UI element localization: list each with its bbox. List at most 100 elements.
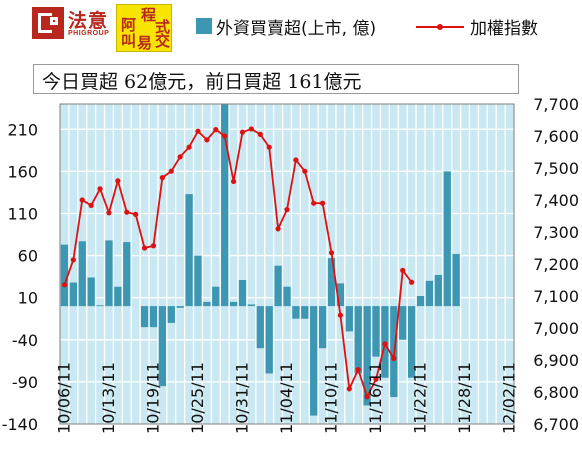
bar [310,306,318,416]
index-point [79,197,85,203]
y-right-tick-label: 7,300 [533,223,579,242]
y-right-tick-label: 7,100 [533,287,579,306]
y-left-tick-label: 210 [7,120,38,139]
x-tick-label: 10/19/11 [143,362,162,434]
y-right-tick-label: 7,000 [533,319,579,338]
y-right-tick-label: 6,800 [533,383,579,402]
y-right-tick-label: 6,700 [533,415,579,434]
subtitle-text: 今日買超 62億元，前日買超 161億元 [42,71,362,93]
y-right-tick-label: 7,400 [533,191,579,210]
logo-char: 叫 [121,32,137,50]
index-point [195,128,201,134]
bar [114,286,122,307]
bar [318,306,327,349]
logo-char: 易 [137,34,153,52]
bar [158,306,167,387]
index-point [230,178,237,185]
plot-background [60,104,514,424]
bar [363,306,371,406]
index-point [257,131,263,137]
bar [123,242,131,307]
index-point [204,137,210,143]
bar [194,255,202,307]
bar [140,306,149,328]
y-right-tick-label: 7,700 [533,95,579,114]
y-left-tick-label: -90 [12,373,38,392]
x-tick-label: 12/02/11 [500,362,519,434]
bar [452,253,460,307]
bar [185,194,193,307]
index-point [177,154,183,160]
index-point [382,341,388,347]
phigroup-logo-name: 法意 [68,10,109,32]
x-tick-label: 11/22/11 [411,362,430,434]
index-point [150,243,157,249]
index-point [328,250,335,256]
legend-line-marker [437,24,443,30]
bar [212,286,220,307]
plot-frame [59,103,515,425]
index-point [70,257,76,263]
bar [105,240,113,307]
index-point [346,386,352,392]
y-right-tick-label: 7,600 [533,127,579,146]
index-point [275,226,281,232]
index-point [168,168,174,174]
bar [96,305,104,307]
index-point [266,144,272,150]
x-tick-label: 10/31/11 [232,362,251,434]
index-point [400,267,406,273]
bar [247,304,256,307]
bar [407,306,416,378]
index-point [106,210,112,216]
logo-char: 交 [155,32,171,50]
index-point [97,186,103,192]
index-point [409,279,415,285]
index-point [248,126,254,132]
bar [416,296,425,307]
bar [87,277,95,307]
plot-area [59,103,515,425]
index-point [133,211,139,217]
index-point [141,245,148,251]
bar [203,301,211,307]
y-left-tick-label: 110 [7,204,38,223]
bar [327,258,336,307]
index-point [284,207,290,213]
bar [425,280,434,307]
index-point [88,202,94,209]
bar [345,306,353,332]
index-point [364,394,370,400]
subtitle-box: 今日買超 62億元，前日買超 161億元 [33,64,519,94]
bar [176,306,184,308]
bar [354,306,362,374]
index-point [337,312,344,318]
bar [283,286,291,307]
logo-char: 阿 [121,16,137,34]
index-point [115,178,121,184]
bar [256,306,264,349]
x-tick-label: 10/13/11 [99,362,118,434]
y-left-tick-label: 160 [7,162,38,181]
index-point [293,157,299,163]
bar [434,274,442,307]
bar [399,306,407,340]
x-tick-label: 10/06/11 [54,362,73,434]
phigroup-logo-sub: PHIGROUP [68,30,110,37]
y-left-tick-label: 10 [18,289,38,308]
phigroup-logo-mark-icon [32,7,64,39]
bar [60,244,69,307]
bar [78,241,86,307]
x-tick-label: 11/04/11 [277,362,296,434]
bar [443,171,451,307]
bar [69,282,78,307]
y-left-tick-label: -140 [2,415,38,434]
legend-bar-label: 外資買賣超(上市, 億) [216,19,377,39]
index-point [213,127,219,133]
bar [336,283,345,307]
bar [265,306,273,374]
index-point [373,376,379,382]
index-point [311,200,317,206]
x-tick-label: 10/25/11 [188,362,207,434]
